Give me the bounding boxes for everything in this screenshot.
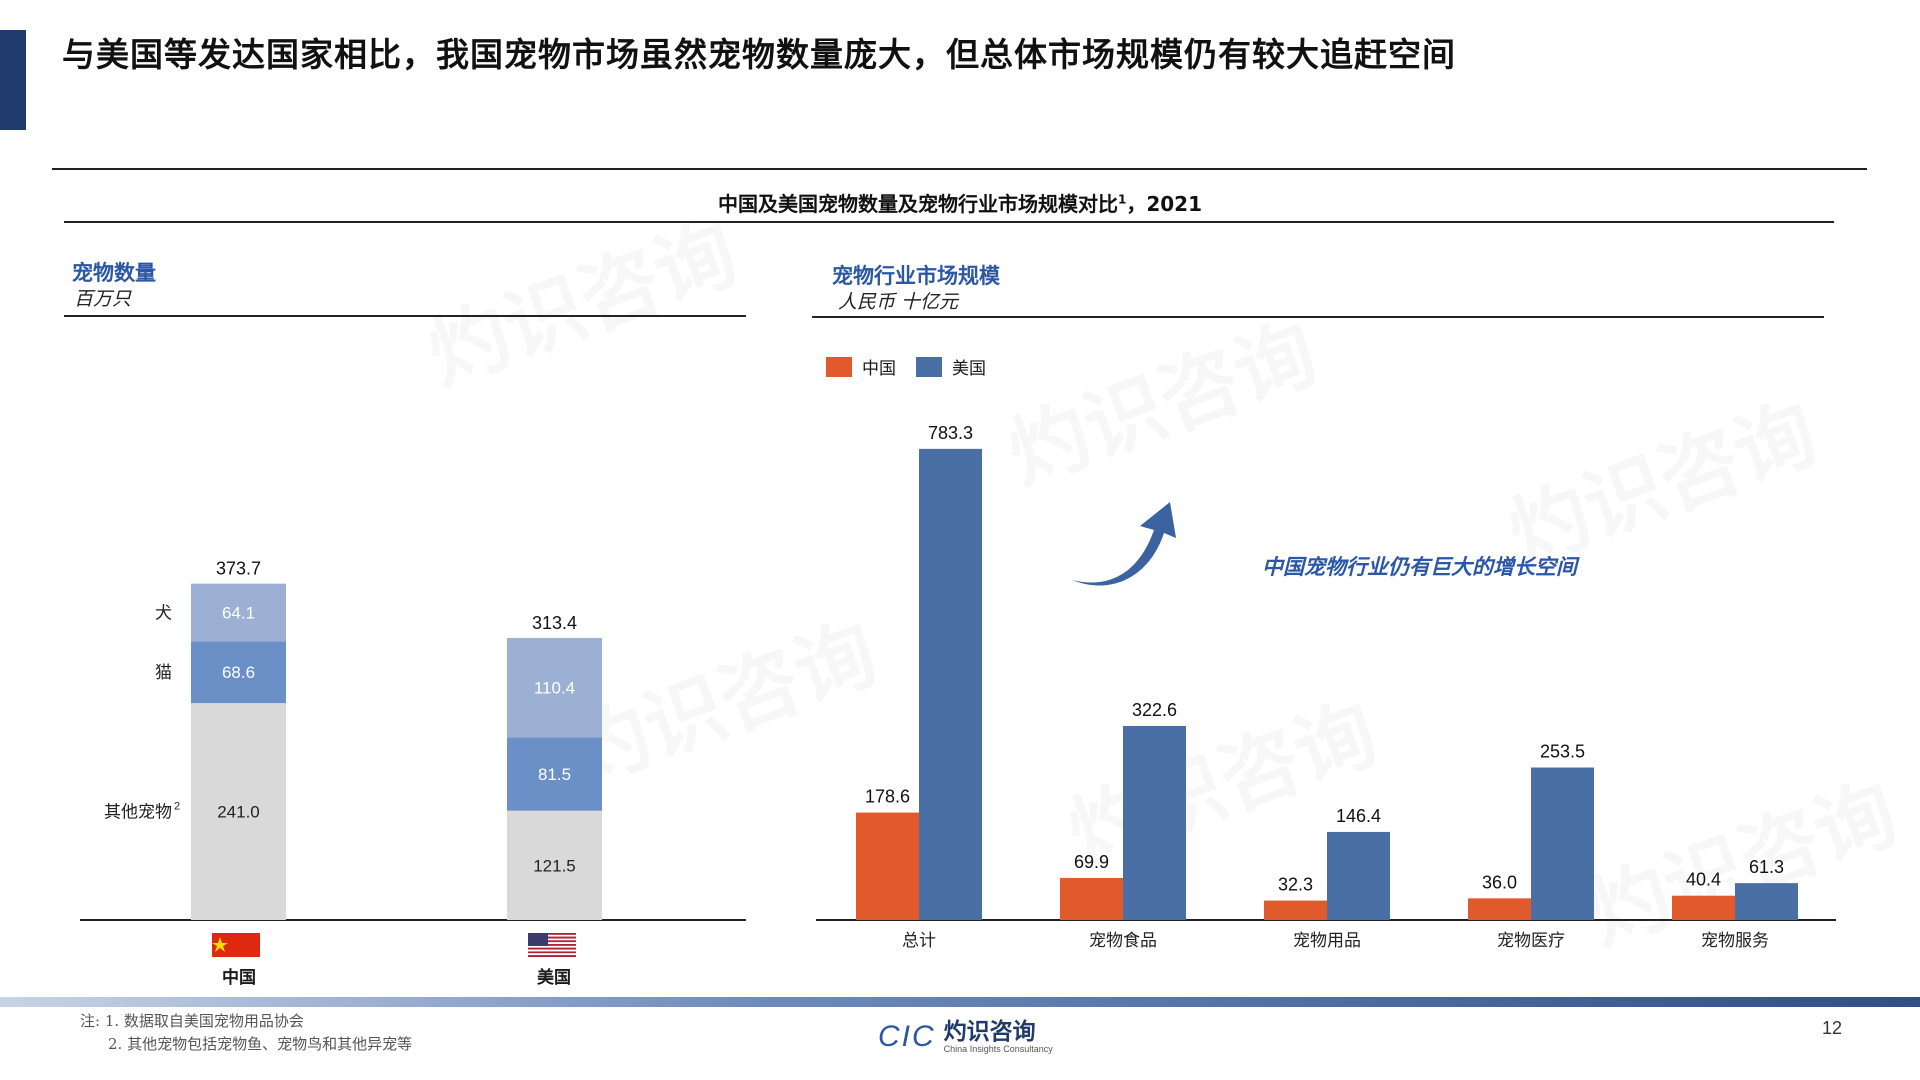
left-panel-unit: 百万只 [74,288,132,310]
flag-stripe [528,951,576,954]
bar-value-label: 178.6 [865,787,910,807]
footer-bar [0,997,1920,1007]
page-number: 12 [1822,1018,1843,1038]
logo-mark: CIC [878,1020,936,1053]
market-size-chart: 178.6 783.3 总计 69.9 322.6 宠物食品 32.3 146.4 宠物用品 36… [816,423,1836,950]
segment-value-label: 81.5 [538,765,571,784]
flag-stripe [528,955,576,957]
bar-value-label: 61.3 [1749,857,1784,877]
footnote-2: 2. 其他宠物包括宠物鱼、宠物鸟和其他异宠等 [108,1035,413,1053]
bar-usa [1531,767,1594,920]
bar-segment-dog [507,637,602,738]
usa-flag-icon [528,933,548,946]
right-panel-divider [812,316,1824,318]
flag-stripe [528,934,576,937]
flag-stripe [528,942,576,945]
x-tick-label: 宠物医疗 [1497,931,1565,950]
footnote-1: 注: 1. 数据取自美国宠物用品协会 [80,1012,304,1030]
bar-china [1468,898,1531,920]
bar-china [1264,900,1327,920]
left-panel-divider [64,315,746,317]
series-row-label: 猫 [155,663,172,682]
flag-stripe [528,933,576,935]
legend-label-usa: 美国 [952,359,986,379]
flag-stripe [528,944,576,946]
right-panel-unit: 人民币 十亿元 [838,291,959,313]
bar-value-label: 69.9 [1074,852,1109,872]
title-accent-bar [0,30,26,130]
flag-stripe [528,953,576,956]
bar-value-label: 322.6 [1132,700,1177,720]
series-footnote-ref: 2 [174,801,180,813]
legend-swatch-usa [916,356,942,377]
bar-value-label: 146.4 [1336,806,1381,826]
logo-en: China Insights Consultancy [943,1044,1053,1054]
flag-stripe [528,936,576,939]
flag-star [212,937,228,952]
flag-stripe [528,945,576,948]
right-panel-label: 宠物行业市场规模 [832,263,1000,288]
page-title: 与美国等发达国家相比，我国宠物市场虽然宠物数量庞大，但总体市场规模仍有较大追赶空… [62,35,1456,74]
bar-value-label: 40.4 [1686,870,1721,890]
bar-china [1672,895,1735,920]
bar-china [856,812,919,920]
chart-title: 中国及美国宠物数量及宠物行业市场规模对比1，2021 [0,188,1920,217]
bar-segment-other [507,810,602,920]
bar-usa [1123,725,1186,920]
series-row-label: 其他宠物 [104,803,172,822]
company-logo: CIC 灼识咨询 China Insights Consultancy [878,1018,1053,1055]
logo-cn: 灼识咨询 [943,1018,1036,1045]
pet-count-chart: 241.0 其他宠物 68.6 猫 64.1 犬 373.7 121.5 81.5 110.4 31… [80,559,746,957]
legend-label-china: 中国 [862,359,896,379]
x-tick-label: 总计 [902,931,936,950]
left-panel-label: 宠物数量 [72,260,156,285]
bar-total-label: 373.7 [216,559,261,579]
flag-stripe [528,940,576,943]
bar-segment-other [191,703,286,920]
bar-segment-cat [507,737,602,811]
legend-item-china: 中国 [826,354,896,379]
x-tick-label: 宠物食品 [1089,931,1157,950]
chart-title-divider [64,221,1834,223]
growth-arrow-icon [1072,502,1176,586]
series-row-label: 犬 [155,604,172,623]
bar-segment-dog [191,583,286,642]
legend-item-usa: 美国 [916,354,986,379]
bar-china [1060,877,1123,920]
bar-value-label: 253.5 [1540,742,1585,762]
bar-usa [919,448,982,920]
segment-value-label: 241.0 [217,803,260,822]
x-tick-label: 宠物用品 [1293,931,1361,950]
segment-value-label: 110.4 [534,679,575,698]
segment-value-label: 64.1 [222,604,255,623]
bar-value-label: 36.0 [1482,872,1517,892]
title-divider [52,168,1867,170]
logo-text: 灼识咨询 China Insights Consultancy [943,1018,1053,1055]
flag-label-china: 中国 [222,968,256,988]
legend-swatch-china [826,356,852,377]
chart-legend: 中国 美国 [826,354,996,379]
flag-label-usa: 美国 [537,968,571,988]
segment-value-label: 121.5 [533,856,576,875]
bar-usa [1735,883,1798,920]
bar-total-label: 313.4 [532,613,577,633]
chart-title-footnote-ref: 1 [1117,192,1127,207]
bar-value-label: 783.3 [928,423,973,443]
x-tick-label: 宠物服务 [1701,931,1769,950]
flag-stripe [528,938,576,941]
flag-stripe [528,947,576,950]
flag-stripe [528,949,576,952]
bar-value-label: 32.3 [1278,875,1313,895]
chart-title-year: ，2021 [1126,192,1203,216]
segment-value-label: 68.6 [222,663,255,682]
growth-note: 中国宠物行业仍有巨大的增长空间 [1262,554,1577,579]
bar-segment-cat [191,641,286,704]
bar-usa [1327,831,1390,920]
chart-title-text: 中国及美国宠物数量及宠物行业市场规模对比 [717,192,1118,216]
